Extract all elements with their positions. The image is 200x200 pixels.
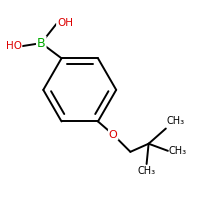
Text: O: O: [109, 130, 118, 140]
Text: OH: OH: [57, 18, 73, 28]
Text: CH₃: CH₃: [169, 146, 187, 156]
Text: B: B: [37, 37, 46, 50]
Text: CH₃: CH₃: [138, 166, 156, 176]
Text: CH₃: CH₃: [167, 116, 185, 126]
Text: HO: HO: [6, 41, 22, 51]
